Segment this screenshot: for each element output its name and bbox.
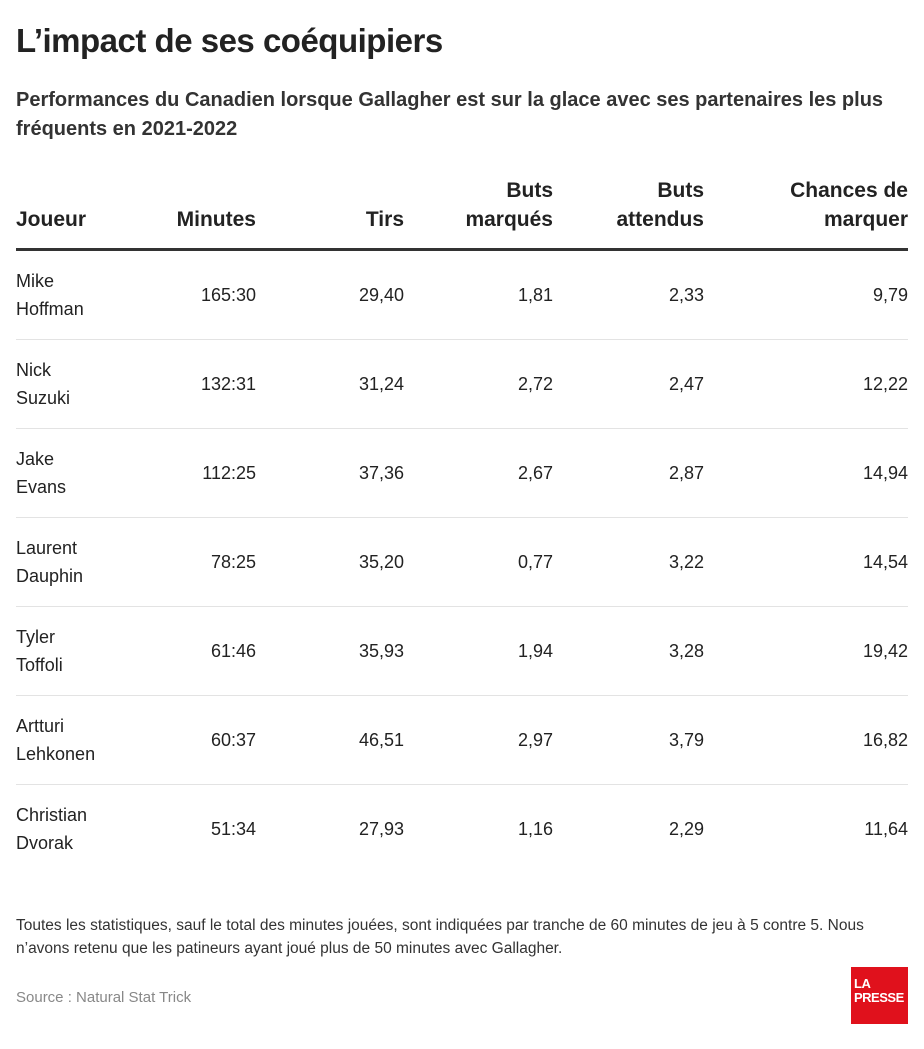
cell-buts-marques: 2,72: [404, 339, 553, 429]
table-row: Nick Suzuki 132:31 31,24 2,72 2,47 12,22: [16, 339, 908, 429]
cell-player: Mike Hoffman: [16, 249, 166, 340]
header-buts-attendus-line2: attendus: [616, 208, 704, 231]
cell-buts-attendus: 2,29: [668, 819, 704, 839]
cell-tirs: 31,24: [256, 339, 404, 429]
cell-tirs: 46,51: [256, 695, 404, 785]
header-chances-line2: marquer: [823, 208, 908, 231]
cell-minutes: 60:37: [166, 695, 256, 785]
cell-buts-marques: 1,16: [517, 819, 553, 839]
cell-minutes: 112:25: [166, 428, 256, 518]
cell-buts-marques: 2,97: [404, 695, 553, 785]
header-tirs-line2: Tirs: [365, 208, 404, 231]
cell-chances-de-marquer: 12,22: [704, 339, 908, 429]
table-row: Christian Dvorak 51:34 27,93 1,16 2,29 1…: [16, 785, 908, 874]
table-body: Mike Hoffman 165:30 29,40 1,81 2,33 9,79…: [16, 249, 908, 874]
cell-buts-attendus: 2,87: [553, 428, 704, 518]
header-chances-de-marquer: Chances de marquer: [704, 176, 908, 251]
player-name: Jake Evans: [16, 449, 67, 497]
la-presse-logo: LA PRESSE: [851, 967, 908, 1024]
cell-buts-attendus: 3,79: [553, 695, 704, 785]
cell-buts-attendus: 2,33: [553, 249, 704, 340]
cell-buts-marques: 1,94: [404, 606, 553, 696]
header-minutes-line2: Minutes: [176, 208, 256, 231]
table-row: Artturi Lehkonen 60:37 46,51 2,97 3,79 1…: [16, 695, 908, 785]
cell-tirs: 35,93: [256, 606, 404, 696]
player-name: Laurent Dauphin: [16, 538, 84, 586]
logo-line2: PRESSE: [854, 990, 904, 1005]
cell-minutes: 132:31: [166, 339, 256, 429]
player-name: Christian Dvorak: [16, 805, 88, 853]
table-row: Laurent Dauphin 78:25 35,20 0,77 3,22 14…: [16, 517, 908, 607]
cell-player: Laurent Dauphin: [16, 517, 166, 607]
cell-buts-marques: 1,81: [404, 249, 553, 340]
cell-chances-de-marquer: 19,42: [704, 606, 908, 696]
cell-player: Tyler Toffoli: [16, 606, 166, 696]
cell-buts-marques: 0,77: [404, 517, 553, 607]
cell-chances-de-marquer: 9,79: [704, 249, 908, 340]
cell-player: Artturi Lehkonen: [16, 695, 166, 785]
player-name: Tyler Toffoli: [16, 627, 63, 675]
table-header-row: Joueur Minutes Tirs Buts marqués Buts at…: [16, 176, 908, 251]
header-minutes: Minutes: [166, 176, 256, 251]
player-name: Nick Suzuki: [16, 360, 71, 408]
source-credit: Source : Natural Stat Trick: [16, 989, 192, 1006]
page-title: L’impact de ses coéquipiers: [16, 22, 443, 59]
cell-minutes: 165:30: [166, 249, 256, 340]
table-row: Mike Hoffman 165:30 29,40 1,81 2,33 9,79: [16, 249, 908, 340]
cell-buts-attendus: 3,22: [553, 517, 704, 607]
cell-minutes: 51:34: [210, 819, 256, 839]
cell-tirs: 29,40: [256, 249, 404, 340]
cell-buts-attendus: 2,47: [553, 339, 704, 429]
methodology-note: Toutes les statistiques, sauf le total d…: [16, 917, 864, 957]
cell-tirs: 27,93: [358, 819, 404, 839]
header-chances-line1: Chances de: [790, 179, 908, 202]
cell-tirs: 35,20: [256, 517, 404, 607]
header-buts-marques-line1: Buts: [506, 179, 553, 202]
cell-chances-de-marquer: 14,54: [704, 517, 908, 607]
cell-buts-marques: 2,67: [404, 428, 553, 518]
cell-player: Nick Suzuki: [16, 339, 166, 429]
cell-player: Jake Evans: [16, 428, 166, 518]
cell-minutes: 61:46: [166, 606, 256, 696]
cell-chances-de-marquer: 11,64: [864, 819, 908, 839]
cell-chances-de-marquer: 16,82: [704, 695, 908, 785]
header-joueur: Joueur: [16, 176, 166, 251]
cell-buts-attendus: 3,28: [553, 606, 704, 696]
cell-player: Christian Dvorak: [16, 785, 166, 874]
table-row: Jake Evans 112:25 37,36 2,67 2,87 14,94: [16, 428, 908, 518]
header-joueur-line2: Joueur: [16, 208, 87, 231]
header-buts-marques: Buts marqués: [404, 176, 553, 251]
header-buts-marques-line2: marqués: [465, 208, 553, 231]
logo-line1: LA: [854, 976, 871, 991]
stats-table: Joueur Minutes Tirs Buts marqués Buts at…: [16, 176, 908, 873]
header-tirs: Tirs: [256, 176, 404, 251]
header-buts-attendus-line1: Buts: [657, 179, 704, 202]
cell-chances-de-marquer: 14,94: [704, 428, 908, 518]
table-row: Tyler Toffoli 61:46 35,93 1,94 3,28 19,4…: [16, 606, 908, 696]
header-buts-attendus: Buts attendus: [553, 176, 704, 251]
cell-minutes: 78:25: [166, 517, 256, 607]
player-name: Artturi Lehkonen: [16, 716, 96, 764]
player-name: Mike Hoffman: [16, 271, 84, 319]
page-subtitle: Performances du Canadien lorsque Gallagh…: [16, 89, 884, 140]
cell-tirs: 37,36: [256, 428, 404, 518]
